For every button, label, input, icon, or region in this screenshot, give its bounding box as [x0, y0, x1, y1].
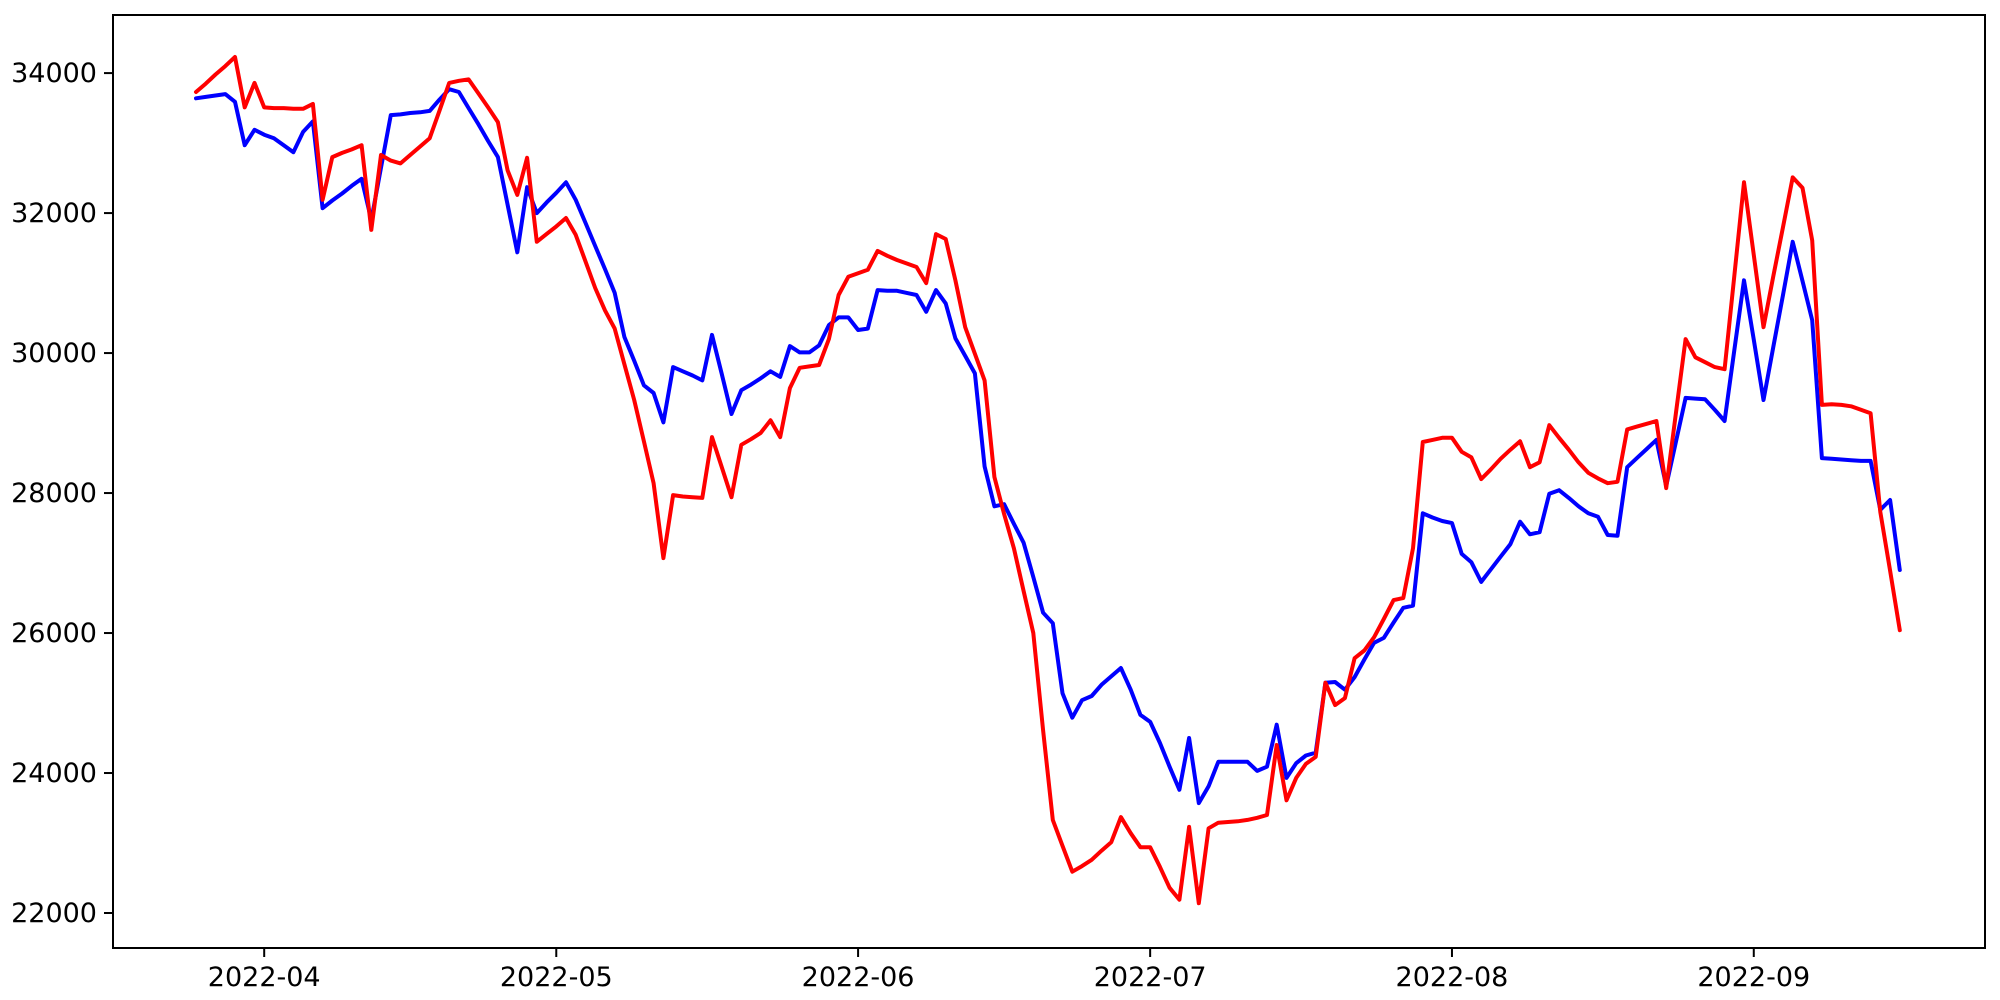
y-tick-label: 26000	[11, 618, 97, 649]
axes-frame	[112, 14, 1986, 949]
x-tick-label: 2022-06	[802, 962, 915, 993]
y-tick-label: 32000	[11, 198, 97, 229]
y-tick-label: 34000	[11, 58, 97, 89]
y-tick-label: 30000	[11, 338, 97, 369]
x-tick-label: 2022-09	[1697, 962, 1810, 993]
x-tick-label: 2022-07	[1094, 962, 1207, 993]
y-tick-label: 28000	[11, 478, 97, 509]
x-tick-label: 2022-08	[1396, 962, 1509, 993]
x-tick-label: 2022-05	[500, 962, 613, 993]
x-tick-label: 2022-04	[208, 962, 321, 993]
y-tick-label: 24000	[11, 758, 97, 789]
blue-series-line	[194, 87, 1902, 806]
red-series-line	[194, 55, 1902, 906]
y-tick-label: 22000	[11, 898, 97, 929]
